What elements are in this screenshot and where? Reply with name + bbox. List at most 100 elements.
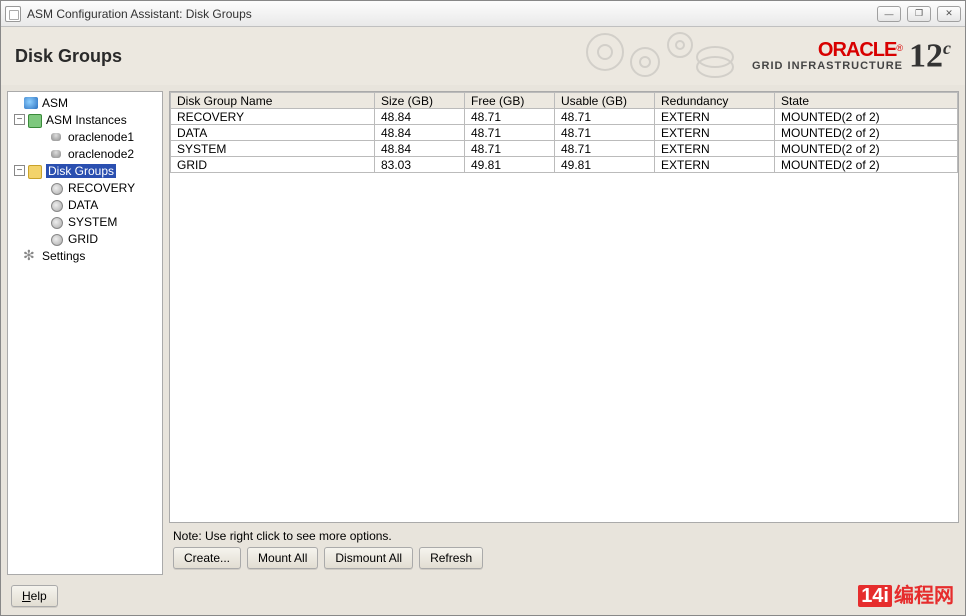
- table-cell: 48.84: [375, 125, 465, 141]
- table-cell: EXTERN: [655, 109, 775, 125]
- disk-icon: [49, 181, 65, 195]
- toggle-icon: [10, 97, 21, 108]
- gears-illustration: [575, 27, 745, 85]
- table-cell: 48.71: [555, 141, 655, 157]
- column-header[interactable]: Redundancy: [655, 93, 775, 109]
- app-icon: [5, 6, 21, 22]
- table-cell: MOUNTED(2 of 2): [775, 157, 958, 173]
- column-header[interactable]: Size (GB): [375, 93, 465, 109]
- table-cell: SYSTEM: [171, 141, 375, 157]
- tree-item-data[interactable]: DATA: [8, 196, 162, 213]
- node-icon: [49, 147, 65, 161]
- table-cell: 48.71: [465, 125, 555, 141]
- instances-icon: [27, 113, 43, 127]
- asm-icon: [23, 96, 39, 110]
- minimize-button[interactable]: —: [877, 6, 901, 22]
- window-controls: — ❐ ✕: [877, 6, 961, 22]
- table-cell: 48.71: [465, 109, 555, 125]
- button-row: Create... Mount All Dismount All Refresh: [169, 547, 959, 575]
- table-cell: EXTERN: [655, 141, 775, 157]
- toggle-icon: [36, 233, 47, 244]
- disk-icon: [49, 215, 65, 229]
- window-title: ASM Configuration Assistant: Disk Groups: [27, 7, 877, 21]
- dg-icon: [27, 164, 43, 178]
- settings-icon: [23, 249, 39, 263]
- tree-item-system[interactable]: SYSTEM: [8, 213, 162, 230]
- titlebar: ASM Configuration Assistant: Disk Groups…: [1, 1, 965, 27]
- table-cell: EXTERN: [655, 157, 775, 173]
- tree-item-asm[interactable]: ASM: [8, 94, 162, 111]
- table-cell: 49.81: [555, 157, 655, 173]
- table-cell: 48.84: [375, 109, 465, 125]
- tree-item-label: Settings: [42, 249, 85, 263]
- tree-item-label: GRID: [68, 232, 98, 246]
- table-row[interactable]: DATA48.8448.7148.71EXTERNMOUNTED(2 of 2): [171, 125, 958, 141]
- table-cell: DATA: [171, 125, 375, 141]
- brand: ORACLE® GRID INFRASTRUCTURE 12c: [752, 39, 951, 73]
- tree-item-recovery[interactable]: RECOVERY: [8, 179, 162, 196]
- disk-icon: [49, 198, 65, 212]
- brand-name: ORACLE: [818, 39, 896, 61]
- toggle-icon: [36, 131, 47, 142]
- app-window: ASM Configuration Assistant: Disk Groups…: [0, 0, 966, 616]
- create-button[interactable]: Create...: [173, 547, 241, 569]
- disk-group-table-container[interactable]: Disk Group NameSize (GB)Free (GB)Usable …: [169, 91, 959, 523]
- table-cell: MOUNTED(2 of 2): [775, 141, 958, 157]
- table-row[interactable]: RECOVERY48.8448.7148.71EXTERNMOUNTED(2 o…: [171, 109, 958, 125]
- tree-item-settings[interactable]: Settings: [8, 247, 162, 264]
- toggle-icon[interactable]: −: [14, 114, 25, 125]
- content: ASM−ASM Instancesoraclenode1oraclenode2−…: [1, 85, 965, 581]
- sidebar-tree[interactable]: ASM−ASM Instancesoraclenode1oraclenode2−…: [7, 91, 163, 575]
- table-cell: RECOVERY: [171, 109, 375, 125]
- table-header-row: Disk Group NameSize (GB)Free (GB)Usable …: [171, 93, 958, 109]
- tree-item-label: ASM Instances: [46, 113, 127, 127]
- table-cell: 49.81: [465, 157, 555, 173]
- disk-icon: [49, 232, 65, 246]
- table-cell: 48.71: [555, 109, 655, 125]
- tree-item-grid[interactable]: GRID: [8, 230, 162, 247]
- table-cell: MOUNTED(2 of 2): [775, 125, 958, 141]
- hint-note: Note: Use right click to see more option…: [169, 523, 959, 547]
- main-panel: Disk Group NameSize (GB)Free (GB)Usable …: [169, 91, 959, 575]
- disk-group-table: Disk Group NameSize (GB)Free (GB)Usable …: [170, 92, 958, 173]
- tree-item-instances[interactable]: − ASM Instances: [8, 111, 162, 128]
- column-header[interactable]: Disk Group Name: [171, 93, 375, 109]
- column-header[interactable]: Usable (GB): [555, 93, 655, 109]
- close-button[interactable]: ✕: [937, 6, 961, 22]
- toggle-icon: [36, 182, 47, 193]
- toggle-icon: [36, 148, 47, 159]
- table-cell: 48.71: [465, 141, 555, 157]
- table-cell: MOUNTED(2 of 2): [775, 109, 958, 125]
- brand-version: 12c: [909, 39, 951, 73]
- tree-item-node2[interactable]: oraclenode2: [8, 145, 162, 162]
- bottom-bar: Help: [1, 581, 965, 615]
- mount-all-button[interactable]: Mount All: [247, 547, 318, 569]
- tree-item-label: DATA: [68, 198, 98, 212]
- tree-item-label: oraclenode1: [68, 130, 134, 144]
- refresh-button[interactable]: Refresh: [419, 547, 483, 569]
- tree-item-label: RECOVERY: [68, 181, 135, 195]
- toggle-icon: [36, 199, 47, 210]
- version-suffix: c: [943, 38, 951, 58]
- page-title: Disk Groups: [15, 46, 122, 67]
- tree-item-label: ASM: [42, 96, 68, 110]
- maximize-button[interactable]: ❐: [907, 6, 931, 22]
- column-header[interactable]: Free (GB): [465, 93, 555, 109]
- header: Disk Groups ORACLE® GRID INFRASTRUCTURE …: [1, 27, 965, 85]
- tree-item-diskgroups[interactable]: −Disk Groups: [8, 162, 162, 179]
- table-cell: 48.84: [375, 141, 465, 157]
- table-cell: EXTERN: [655, 125, 775, 141]
- dismount-all-button[interactable]: Dismount All: [324, 547, 413, 569]
- column-header[interactable]: State: [775, 93, 958, 109]
- tree-item-label: oraclenode2: [68, 147, 134, 161]
- tree-item-node1[interactable]: oraclenode1: [8, 128, 162, 145]
- version-number: 12: [909, 37, 943, 74]
- brand-subtitle: GRID INFRASTRUCTURE: [752, 60, 903, 72]
- table-cell: 83.03: [375, 157, 465, 173]
- table-row[interactable]: GRID83.0349.8149.81EXTERNMOUNTED(2 of 2): [171, 157, 958, 173]
- toggle-icon[interactable]: −: [14, 165, 25, 176]
- table-cell: GRID: [171, 157, 375, 173]
- help-button[interactable]: Help: [11, 585, 58, 607]
- brand-reg: ®: [896, 43, 903, 53]
- table-row[interactable]: SYSTEM48.8448.7148.71EXTERNMOUNTED(2 of …: [171, 141, 958, 157]
